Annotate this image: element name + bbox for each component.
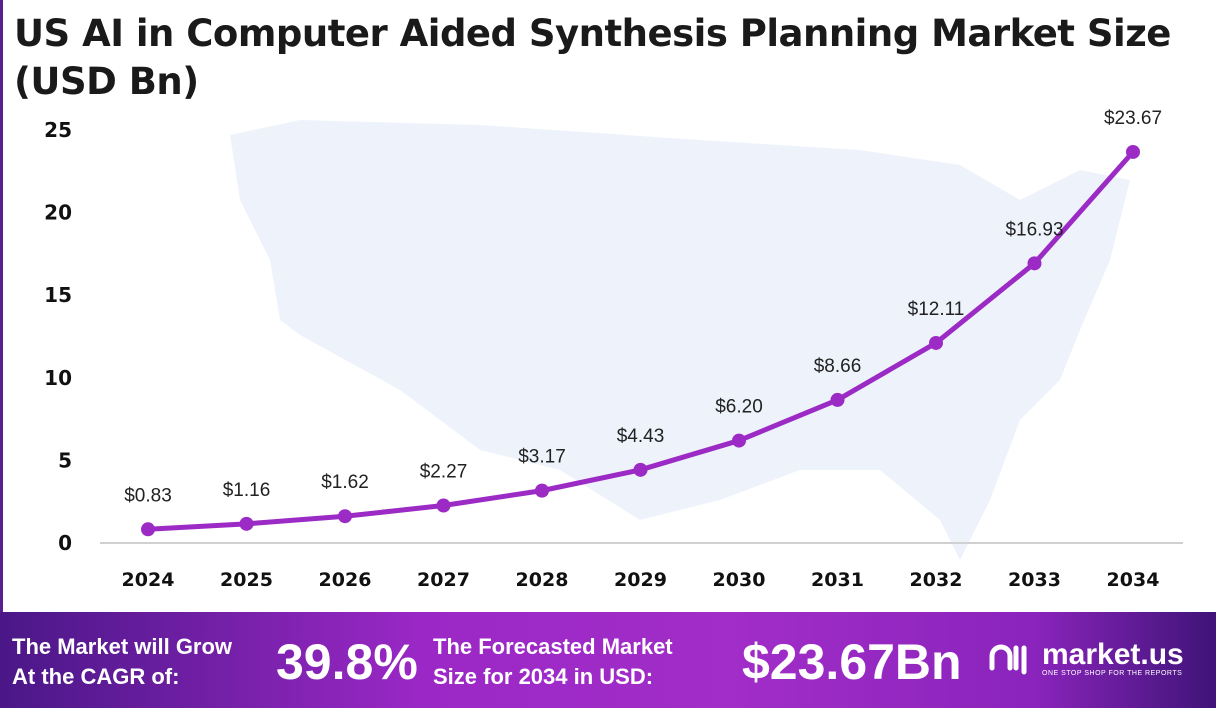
- y-tick-label: 20: [44, 201, 72, 225]
- x-tick-label: 2027: [417, 569, 470, 591]
- x-tick-label: 2031: [811, 569, 864, 591]
- x-tick-label: 2026: [319, 569, 372, 591]
- x-tick-label: 2028: [516, 569, 569, 591]
- chart-title: US AI in Computer Aided Synthesis Planni…: [14, 12, 1171, 103]
- logo-text: market.us: [1042, 638, 1184, 671]
- x-tick-label: 2032: [910, 569, 963, 591]
- data-point: [338, 509, 352, 524]
- data-point: [929, 335, 943, 350]
- x-tick-label: 2025: [220, 569, 273, 591]
- data-label: $2.27: [420, 461, 468, 482]
- data-point: [535, 483, 549, 498]
- cagr-label-line1: The Market will Grow: [12, 634, 233, 659]
- data-point: [1027, 256, 1042, 271]
- data-label: $1.62: [321, 472, 369, 493]
- data-point: [830, 392, 845, 407]
- forecast-label-line2: Size for 2034 in USD:: [433, 664, 654, 689]
- logo-tagline: ONE STOP SHOP FOR THE REPORTS: [1042, 670, 1183, 677]
- data-point: [141, 522, 155, 537]
- y-tick-label: 0: [58, 531, 72, 555]
- cagr-value: 39.8%: [276, 634, 418, 690]
- market-us-logo: market.us ONE STOP SHOP FOR THE REPORTS: [988, 640, 1184, 677]
- forecast-value: $23.67Bn: [742, 634, 962, 690]
- forecast-label: The Forecasted Market Size for 2034 in U…: [433, 632, 673, 692]
- data-point: [1126, 144, 1140, 159]
- data-label: $0.83: [124, 485, 172, 506]
- forecast-label-line1: The Forecasted Market: [433, 634, 673, 659]
- data-point: [239, 516, 254, 531]
- summary-banner: The Market will Grow At the CAGR of: 39.…: [0, 612, 1216, 708]
- left-accent-bar: [0, 0, 3, 612]
- data-label: $3.17: [518, 447, 566, 468]
- data-label: $6.20: [715, 397, 763, 418]
- x-tick-label: 2029: [614, 569, 667, 591]
- data-label: $16.93: [1005, 219, 1063, 240]
- x-tick-label: 2033: [1008, 569, 1061, 591]
- cagr-label-line2: At the CAGR of:: [12, 664, 180, 689]
- x-tick-label: 2024: [122, 569, 175, 591]
- y-tick-label: 25: [44, 118, 72, 142]
- data-label: $1.16: [223, 480, 271, 501]
- x-tick-label: 2030: [713, 569, 766, 591]
- data-point: [633, 462, 648, 477]
- y-tick-label: 15: [44, 283, 72, 307]
- data-point: [436, 498, 451, 513]
- x-tick-label: 2034: [1107, 569, 1160, 591]
- data-label: $8.66: [814, 356, 862, 377]
- us-map-silhouette: [230, 120, 1130, 560]
- y-tick-label: 5: [58, 448, 72, 472]
- data-label: $4.43: [617, 426, 665, 447]
- y-tick-label: 10: [44, 366, 72, 390]
- cagr-label: The Market will Grow At the CAGR of:: [12, 632, 232, 692]
- logo-mark-icon: [989, 644, 1027, 674]
- data-point: [732, 433, 746, 448]
- data-label: $12.11: [908, 299, 965, 320]
- data-label: $23.67: [1104, 108, 1162, 129]
